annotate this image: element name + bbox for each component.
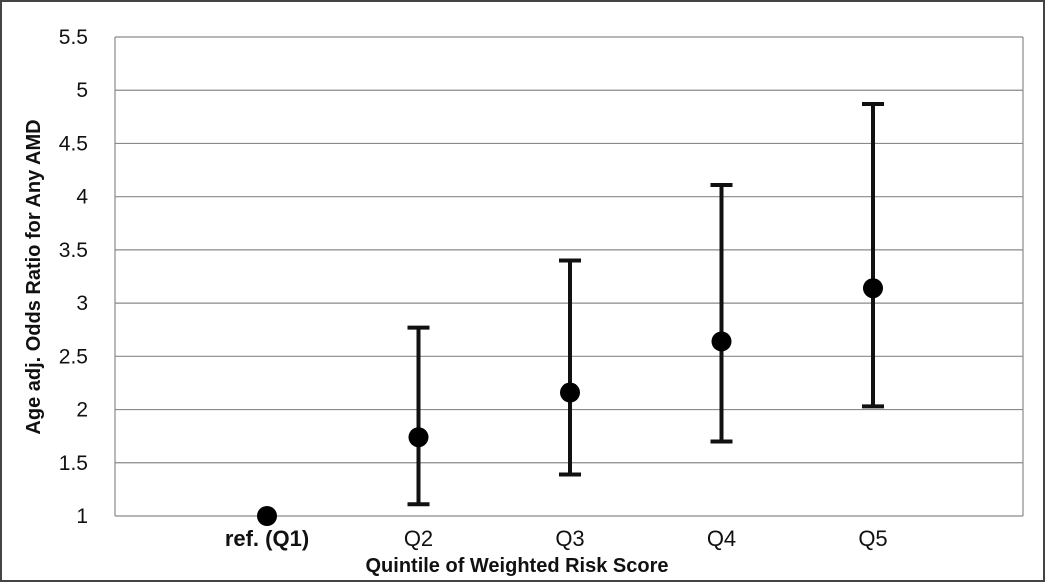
data-point — [863, 278, 883, 299]
y-tick-label: 5 — [76, 79, 88, 102]
x-axis-title: Quintile of Weighted Risk Score — [365, 555, 668, 577]
y-axis-title: Age adj. Odds Ratio for Any AMD — [23, 119, 45, 434]
data-points — [257, 278, 883, 526]
x-tick-labels: ref. (Q1) Q2 Q3 Q4 Q5 — [225, 526, 888, 551]
x-tick-label: Q2 — [404, 526, 433, 551]
x-tick-label: Q3 — [555, 526, 584, 551]
y-tick-label: 3.5 — [59, 239, 88, 262]
y-tick-label: 4 — [76, 186, 88, 209]
x-tick-label: Q4 — [707, 526, 736, 551]
y-tick-label: 5.5 — [59, 26, 88, 49]
y-tick-label: 1.5 — [59, 452, 88, 475]
data-point — [257, 506, 277, 526]
y-tick-label: 2.5 — [59, 345, 88, 368]
y-tick-label: 1 — [76, 505, 88, 528]
y-tick-label: 2 — [76, 399, 88, 422]
x-tick-label: Q5 — [858, 526, 887, 551]
error-bars — [407, 102, 884, 507]
data-point — [560, 382, 580, 403]
y-tick-labels: 1 1.5 2 2.5 3 3.5 4 4.5 5 5.5 — [59, 26, 89, 528]
data-point — [711, 331, 732, 352]
y-tick-label: 3 — [76, 292, 88, 315]
x-tick-label: ref. (Q1) — [225, 526, 309, 551]
data-point — [408, 427, 429, 448]
y-tick-label: 4.5 — [59, 132, 88, 155]
